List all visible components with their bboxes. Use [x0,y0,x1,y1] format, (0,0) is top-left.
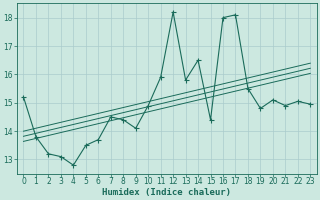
X-axis label: Humidex (Indice chaleur): Humidex (Indice chaleur) [102,188,231,197]
